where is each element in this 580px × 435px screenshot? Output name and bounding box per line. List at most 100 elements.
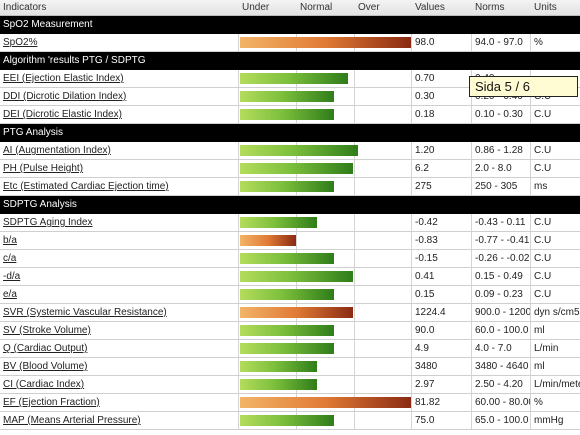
column-divider (411, 142, 412, 159)
column-divider (411, 214, 412, 231)
indicator-norm: 60.00 - 80.00 (475, 397, 530, 408)
column-divider (530, 214, 531, 231)
indicator-norm: 60.0 - 100.0 (475, 325, 529, 336)
indicator-row: SpO2% 98.0 94.0 - 97.0% (0, 34, 580, 52)
column-divider (354, 160, 355, 177)
indicator-name-link[interactable]: CI (Cardiac Index) (3, 379, 85, 390)
indicator-row: c/a -0.15 -0.26 - -0.02 C.U (0, 250, 580, 268)
indicator-level-bar (240, 397, 411, 408)
column-divider (354, 376, 355, 393)
indicator-unit: C.U (534, 145, 552, 156)
column-divider (530, 322, 531, 339)
indicator-level-bar (240, 73, 348, 84)
indicator-name-link[interactable]: c/a (3, 253, 17, 264)
indicator-value: 2.97 (415, 379, 435, 390)
column-divider (296, 232, 297, 249)
column-divider (354, 340, 355, 357)
indicator-name-link[interactable]: PH (Pulse Height) (3, 163, 84, 174)
indicator-name-link[interactable]: SV (Stroke Volume) (3, 325, 91, 336)
indicator-level-bar (240, 307, 353, 318)
column-divider (471, 304, 472, 321)
column-divider (530, 376, 531, 393)
column-divider (530, 394, 531, 411)
indicator-name-link[interactable]: EEI (Ejection Elastic Index) (3, 73, 124, 84)
column-divider (238, 268, 239, 285)
indicator-name-link[interactable]: EF (Ejection Fraction) (3, 397, 100, 408)
column-divider (530, 178, 531, 195)
indicator-name-link[interactable]: Etc (Estimated Cardiac Ejection time) (3, 181, 169, 192)
column-divider (238, 232, 239, 249)
indicator-name-link[interactable]: b/a (3, 235, 17, 246)
indicator-norm: 900.0 - 1200.0 (475, 307, 530, 318)
indicator-unit: % (534, 397, 543, 408)
indicator-value: 90.0 (415, 325, 435, 336)
indicator-level-bar (240, 181, 335, 192)
indicator-name-link[interactable]: DDI (Dicrotic Dilation Index) (3, 91, 127, 102)
indicator-name-link[interactable]: -d/a (3, 271, 21, 282)
header-values[interactable]: Values (415, 2, 445, 13)
indicator-level-bar (240, 91, 335, 102)
indicator-name-link[interactable]: BV (Blood Volume) (3, 361, 88, 372)
column-divider (354, 304, 355, 321)
column-divider (530, 304, 531, 321)
indicator-unit: C.U (534, 271, 552, 282)
header-normal[interactable]: Normal (300, 2, 333, 13)
column-divider (238, 178, 239, 195)
header-units[interactable]: Units (534, 2, 557, 13)
indicator-level-bar (240, 271, 353, 282)
column-divider (411, 178, 412, 195)
indicator-norm: 4.0 - 7.0 (475, 343, 512, 354)
column-divider (471, 250, 472, 267)
indicator-level-bar (240, 325, 335, 336)
column-divider (238, 286, 239, 303)
indicator-name-link[interactable]: SVR (Systemic Vascular Resistance) (3, 307, 167, 318)
indicator-name-link[interactable]: DEI (Dicrotic Elastic Index) (3, 109, 122, 120)
column-divider (530, 286, 531, 303)
indicator-norm: 0.10 - 0.30 (475, 109, 523, 120)
indicator-name-link[interactable]: Q (Cardiac Output) (3, 343, 88, 354)
column-divider (354, 70, 355, 87)
indicator-value: 0.18 (415, 109, 435, 120)
column-divider (530, 250, 531, 267)
column-divider (411, 268, 412, 285)
indicator-unit: C.U (534, 163, 552, 174)
indicator-value: 1224.4 (415, 307, 446, 318)
column-divider (471, 106, 472, 123)
indicator-level-bar (240, 253, 335, 264)
indicator-level-bar (240, 289, 335, 300)
indicator-name-link[interactable]: AI (Augmentation Index) (3, 145, 111, 156)
header-under[interactable]: Under (242, 2, 270, 13)
column-divider (354, 178, 355, 195)
indicator-row: SDPTG Aging Index -0.42 -0.43 - 0.11 C.U (0, 214, 580, 232)
indicator-norm: 94.0 - 97.0 (475, 37, 523, 48)
column-divider (530, 160, 531, 177)
column-divider (411, 358, 412, 375)
indicator-name-link[interactable]: SDPTG Aging Index (3, 217, 93, 228)
header-indicators[interactable]: Indicators (3, 2, 47, 13)
indicator-level-bar (240, 37, 411, 48)
column-divider (354, 106, 355, 123)
column-divider (411, 286, 412, 303)
column-divider (471, 394, 472, 411)
indicator-value: 0.30 (415, 91, 435, 102)
indicator-value: 81.82 (415, 397, 441, 408)
indicator-name-link[interactable]: e/a (3, 289, 17, 300)
column-divider (530, 268, 531, 285)
indicator-unit: L/min/mete (534, 379, 580, 390)
indicator-unit: ms (534, 181, 548, 192)
column-divider (471, 178, 472, 195)
indicator-name-link[interactable]: SpO2% (3, 37, 38, 48)
column-divider (354, 286, 355, 303)
column-divider (411, 250, 412, 267)
indicator-row: DEI (Dicrotic Elastic Index) 0.18 0.10 - 0… (0, 106, 580, 124)
header-norms[interactable]: Norms (475, 2, 505, 13)
column-divider (530, 34, 531, 51)
header-over[interactable]: Over (358, 2, 380, 13)
column-divider (530, 358, 531, 375)
indicator-level-bar (240, 361, 317, 372)
indicator-name-link[interactable]: MAP (Means Arterial Pressure) (3, 415, 141, 426)
indicator-level-bar (240, 343, 335, 354)
column-divider (411, 322, 412, 339)
column-divider (238, 34, 239, 51)
